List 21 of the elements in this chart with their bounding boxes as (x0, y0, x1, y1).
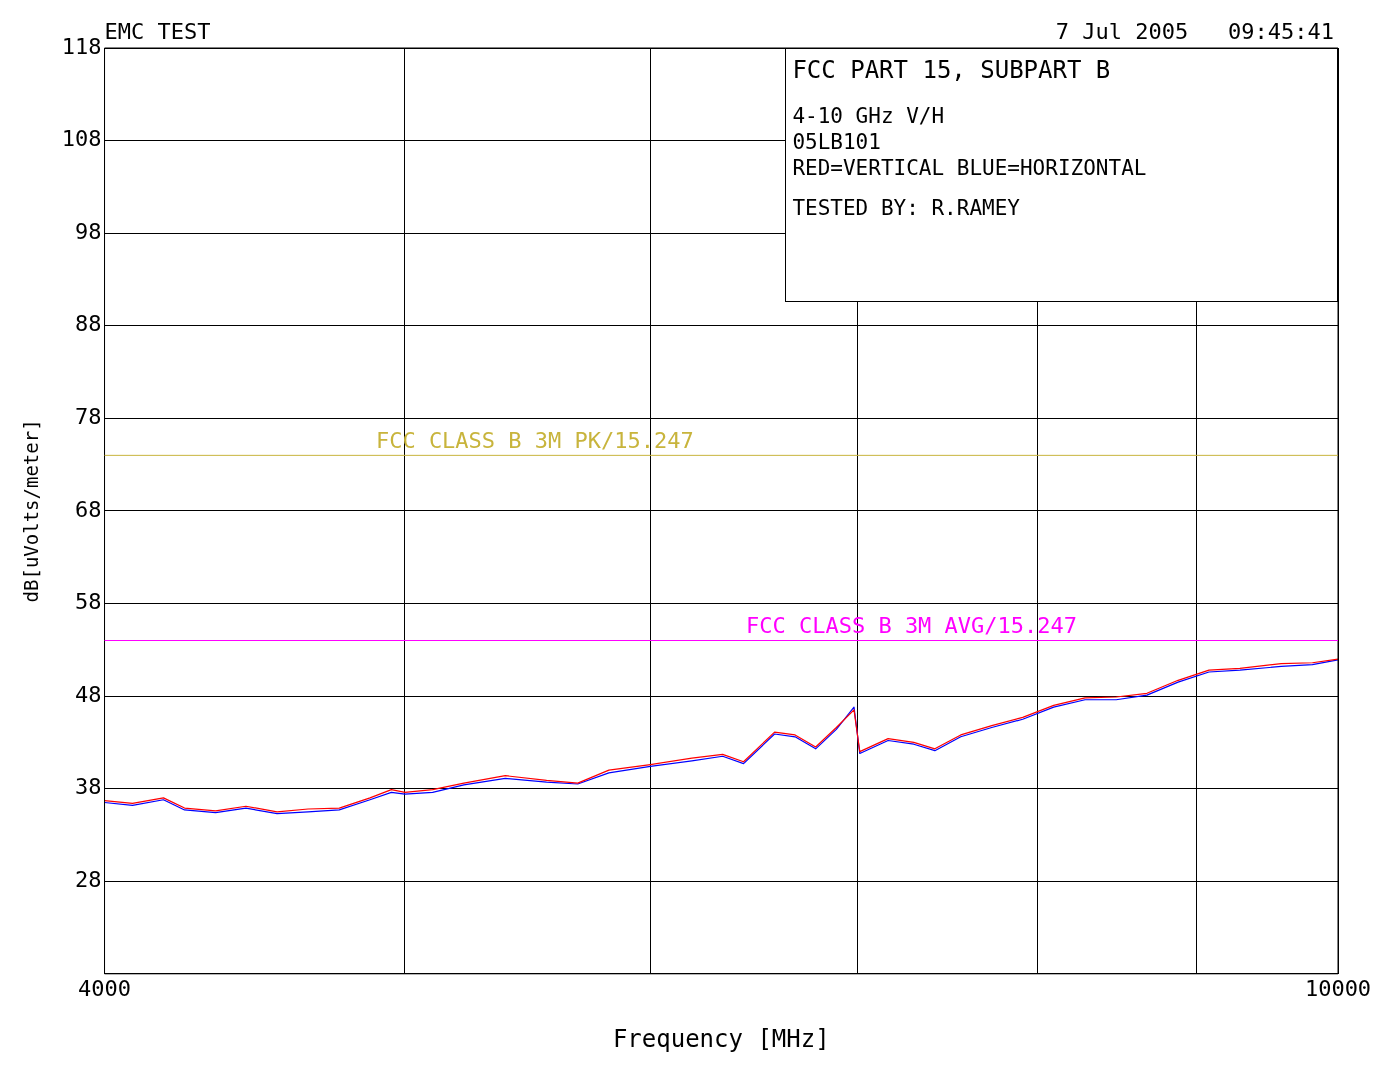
y-tick-label: 78 (75, 404, 102, 430)
chart-subtitle: 7 Jul 2005 09:45:41 (1055, 18, 1334, 44)
annotation: 4-10 GHz V/H (792, 103, 946, 129)
annotation: 05LB101 (792, 129, 882, 155)
y-tick-label: 68 (75, 496, 102, 522)
y-tick-label: 88 (75, 311, 102, 337)
y-tick-label: 38 (75, 774, 102, 800)
y-axis-title: dB[uVolts/meter] (20, 419, 43, 603)
y-tick-label: 48 (75, 681, 102, 707)
annotation: FCC PART 15, SUBPART B (792, 56, 1112, 84)
chart-title: EMC TEST (104, 18, 211, 44)
y-tick-label: 118 (61, 33, 102, 59)
x-tick-label: 4000 (78, 975, 132, 1001)
y-tick-label: 28 (75, 866, 102, 892)
x-axis-title: Frequency [MHz] (612, 1024, 830, 1053)
y-tick-label: 58 (75, 589, 102, 615)
annotation: TESTED BY: R.RAMEY (792, 195, 1021, 221)
x-tick-label: 10000 (1304, 975, 1372, 1001)
y-tick-label: 98 (75, 218, 102, 244)
annotation: RED=VERTICAL BLUE=HORIZONTAL (792, 155, 1148, 181)
y-tick-label: 108 (61, 126, 102, 152)
